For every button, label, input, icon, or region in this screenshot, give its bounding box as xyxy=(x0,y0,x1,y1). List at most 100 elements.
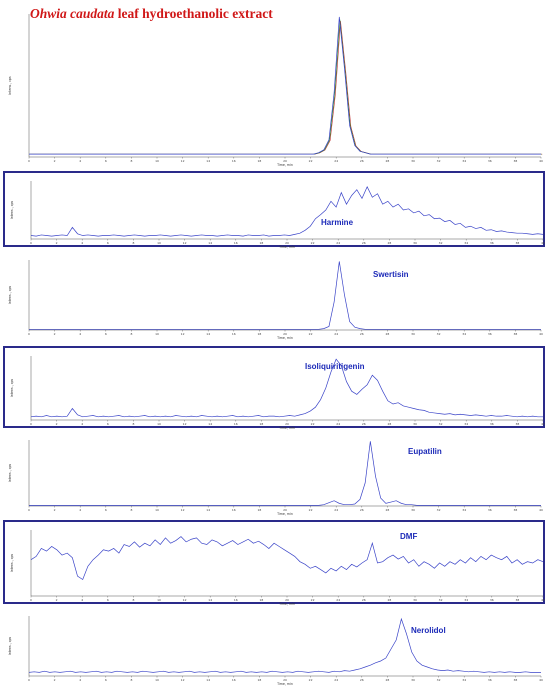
harmine-x-tick-label: 2 xyxy=(56,241,58,245)
eupatilin-x-tick-label: 0 xyxy=(28,508,30,512)
eupatilin-x-tick-label: 2 xyxy=(54,508,56,512)
isoliquiritigenin-compound-label: Isoliquiritigenin xyxy=(305,362,365,371)
swertisin-x-tick-label: 20 xyxy=(283,332,287,336)
nerolidol-x-tick-label: 18 xyxy=(257,678,261,682)
swertisin-x-tick-label: 28 xyxy=(385,332,389,336)
eupatilin-x-tick-label: 16 xyxy=(232,508,236,512)
harmine-x-tick-label: 14 xyxy=(208,241,212,245)
dmf-x-tick-label: 2 xyxy=(56,598,58,602)
swertisin-x-tick-label: 34 xyxy=(462,332,466,336)
isoliquiritigenin-x-tick-label: 14 xyxy=(208,422,212,426)
isoliquiritigenin-x-tick-label: 34 xyxy=(464,422,468,426)
dmf-x-tick-label: 30 xyxy=(413,598,417,602)
nerolidol-x-tick-label: 12 xyxy=(181,678,185,682)
dmf-x-tick-label: 32 xyxy=(439,598,443,602)
swertisin-x-tick-label: 38 xyxy=(513,332,517,336)
dmf-chart-svg: 0 2 4 6 8 10 12 14 16 18 20 22 24 26 28 30 32 34 36 38 40Tim… xyxy=(10,530,545,606)
isoliquiritigenin-y-axis-title: Intens., cps xyxy=(10,378,14,397)
nerolidol-x-tick-label: 22 xyxy=(309,678,313,682)
dmf-x-tick-label: 26 xyxy=(362,598,366,602)
eupatilin-x-tick-label: 14 xyxy=(206,508,210,512)
swertisin-x-tick-label: 26 xyxy=(360,332,364,336)
harmine-x-axis-title: Time, min xyxy=(278,245,295,249)
isoliquiritigenin-x-tick-label: 26 xyxy=(362,422,366,426)
nerolidol-x-tick-label: 24 xyxy=(334,678,338,682)
nerolidol-x-tick-label: 30 xyxy=(411,678,415,682)
nerolidol-x-tick-label: 26 xyxy=(360,678,364,682)
dmf-x-tick-label: 20 xyxy=(285,598,289,602)
harmine-x-tick-label: 24 xyxy=(336,241,340,245)
tic-x-tick-label: 32 xyxy=(437,159,441,163)
isoliquiritigenin-x-tick-label: 24 xyxy=(336,422,340,426)
isoliquiritigenin-trace xyxy=(30,358,543,418)
eupatilin-x-tick-label: 18 xyxy=(257,508,261,512)
swertisin-x-tick-label: 2 xyxy=(54,332,56,336)
swertisin-x-tick-label: 14 xyxy=(206,332,210,336)
eupatilin-x-tick-label: 24 xyxy=(334,508,338,512)
nerolidol-x-tick-label: 40 xyxy=(539,678,543,682)
eupatilin-x-tick-label: 12 xyxy=(181,508,185,512)
nerolidol-x-tick-label: 8 xyxy=(130,678,132,682)
tic-x-tick-label: 20 xyxy=(283,159,287,163)
tic-chart-svg: 0 2 4 6 8 10 12 14 16 18 20 22 24 26 28 30 32 34 36 38 40Tim… xyxy=(8,14,543,167)
nerolidol-x-axis-title: Time, min xyxy=(276,682,293,686)
tic-x-tick-label: 22 xyxy=(309,159,313,163)
eupatilin-trace xyxy=(29,441,541,506)
dmf-x-tick-label: 16 xyxy=(234,598,238,602)
dmf-x-tick-label: 18 xyxy=(259,598,263,602)
swertisin-x-tick-label: 8 xyxy=(130,332,132,336)
nerolidol-x-tick-label: 14 xyxy=(206,678,210,682)
swertisin-x-tick-label: 32 xyxy=(437,332,441,336)
dmf-x-tick-label: 14 xyxy=(208,598,212,602)
harmine-x-tick-label: 28 xyxy=(387,241,391,245)
chromatogram-panel-swertisin: 0 2 4 6 8 10 12 14 16 18 20 22 24 26 28 30 32 34 36 38 40 Tim… xyxy=(3,252,545,340)
swertisin-x-tick-label: 40 xyxy=(539,332,543,336)
harmine-x-tick-label: 4 xyxy=(81,241,83,245)
swertisin-x-tick-label: 36 xyxy=(488,332,492,336)
figure-title: Ohwia caudata leaf hydroethanolic extrac… xyxy=(30,6,273,22)
eupatilin-x-axis-title: Time, min xyxy=(276,512,293,516)
swertisin-x-tick-label: 22 xyxy=(309,332,313,336)
dmf-x-tick-label: 34 xyxy=(464,598,468,602)
isoliquiritigenin-x-tick-label: 30 xyxy=(413,422,417,426)
harmine-x-tick-label: 38 xyxy=(515,241,519,245)
harmine-y-axis-title: Intens., cps xyxy=(10,200,14,219)
eupatilin-x-tick-label: 40 xyxy=(539,508,543,512)
nerolidol-x-tick-label: 16 xyxy=(232,678,236,682)
harmine-x-tick-label: 22 xyxy=(311,241,315,245)
eupatilin-x-tick-label: 4 xyxy=(79,508,81,512)
tic-x-tick-label: 18 xyxy=(257,159,261,163)
swertisin-x-tick-label: 16 xyxy=(232,332,236,336)
dmf-x-tick-label: 4 xyxy=(81,598,83,602)
eupatilin-x-tick-label: 8 xyxy=(130,508,132,512)
nerolidol-compound-label: Nerolidol xyxy=(411,626,446,635)
eupatilin-x-tick-label: 36 xyxy=(488,508,492,512)
dmf-x-tick-label: 6 xyxy=(107,598,109,602)
eupatilin-x-tick-label: 6 xyxy=(105,508,107,512)
harmine-x-tick-label: 26 xyxy=(362,241,366,245)
isoliquiritigenin-x-tick-label: 0 xyxy=(30,422,32,426)
nerolidol-chart-svg: 0 2 4 6 8 10 12 14 16 18 20 22 24 26 28 30 32 34 36 38 40Tim… xyxy=(8,616,543,686)
dmf-x-tick-label: 38 xyxy=(515,598,519,602)
dmf-x-tick-label: 10 xyxy=(157,598,161,602)
harmine-compound-label: Harmine xyxy=(321,218,354,227)
harmine-x-tick-label: 18 xyxy=(259,241,263,245)
swertisin-x-tick-label: 30 xyxy=(411,332,415,336)
tic-x-tick-label: 6 xyxy=(105,159,107,163)
swertisin-x-tick-label: 24 xyxy=(334,332,338,336)
chromatogram-panel-tic: 0 2 4 6 8 10 12 14 16 18 20 22 24 26 28 30 32 34 36 38 40 Tim… xyxy=(3,2,545,168)
dmf-x-tick-label: 0 xyxy=(30,598,32,602)
tic-x-tick-label: 26 xyxy=(360,159,364,163)
tic-trace xyxy=(29,16,541,155)
isoliquiritigenin-x-tick-label: 38 xyxy=(515,422,519,426)
swertisin-trace xyxy=(29,261,541,330)
dmf-x-tick-label: 36 xyxy=(490,598,494,602)
tic-x-tick-label: 16 xyxy=(232,159,236,163)
harmine-chart-svg: 0 2 4 6 8 10 12 14 16 18 20 22 24 26 28 30 32 34 36 38 40Tim… xyxy=(10,181,545,249)
tic-x-tick-label: 10 xyxy=(155,159,159,163)
isoliquiritigenin-x-tick-label: 12 xyxy=(183,422,187,426)
swertisin-x-axis-title: Time, min xyxy=(276,336,293,340)
isoliquiritigenin-x-tick-label: 22 xyxy=(311,422,315,426)
isoliquiritigenin-x-tick-label: 2 xyxy=(56,422,58,426)
swertisin-x-tick-label: 4 xyxy=(79,332,81,336)
